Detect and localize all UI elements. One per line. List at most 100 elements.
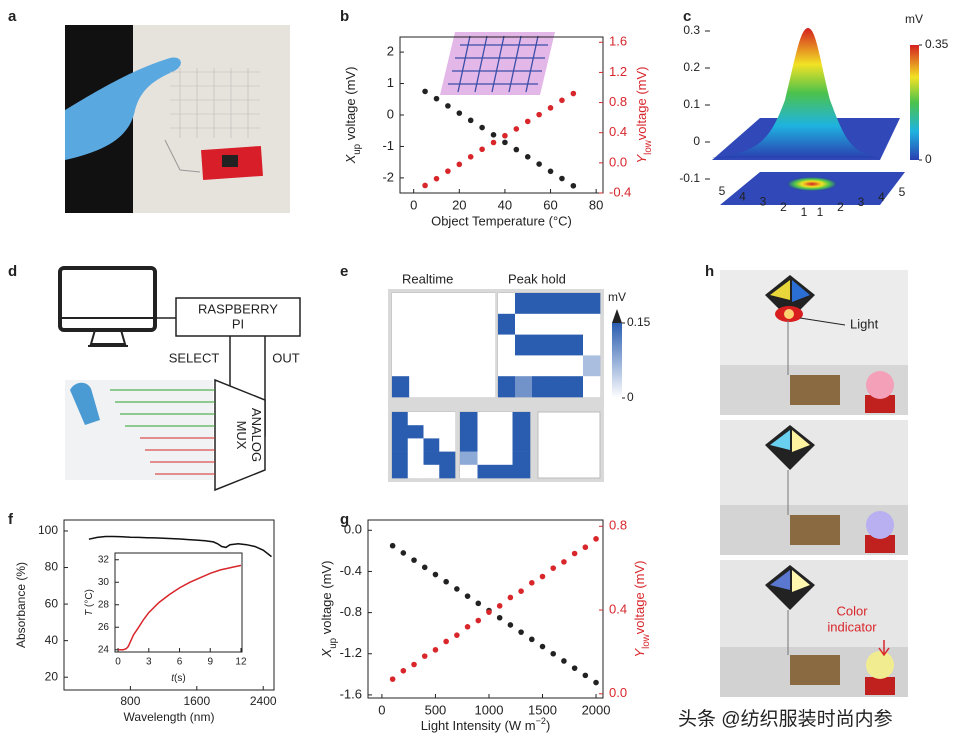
y2-tick-label: 0.4: [609, 601, 627, 616]
label-part: T: [84, 609, 95, 616]
y-tick-label: 24: [98, 644, 110, 655]
heatmap-cell: [407, 451, 424, 466]
z-tick-label: 0.2: [683, 60, 700, 74]
heatmap-cell: [512, 451, 531, 466]
heatmap-cell: [439, 412, 456, 426]
heatmap-cell: [495, 451, 513, 466]
heatmap-cell: [423, 425, 440, 439]
z-tick-label: 0.1: [683, 97, 700, 111]
x-axis-label: t(s): [171, 673, 185, 684]
data-point: [467, 154, 474, 160]
data-point: [445, 168, 451, 174]
z-tick-label: 0.3: [683, 23, 700, 37]
heatmap-cell: [409, 334, 427, 356]
data-point: [445, 103, 451, 109]
label-part: low: [643, 139, 654, 155]
colorbar-tick-label: 0.15: [627, 315, 651, 329]
indicator-label: indicator: [827, 619, 877, 634]
heatmap-cell: [392, 376, 410, 398]
data-point: [479, 124, 485, 131]
heatmap-cell: [407, 425, 424, 439]
data-point: [561, 658, 567, 664]
heatmap-cell: [566, 334, 584, 356]
data-point: [479, 146, 485, 153]
plot-frame: [114, 552, 243, 653]
y2-tick-label: 0.4: [609, 124, 627, 139]
x-tick-label: 0: [378, 702, 385, 717]
heatmap-cell: [392, 355, 410, 377]
data-point: [400, 667, 407, 674]
data-point: [561, 559, 567, 565]
data-point: [507, 594, 514, 601]
y2-tick-label: 0.8: [609, 518, 627, 533]
heatmap-cell: [426, 355, 444, 377]
heatmap-cell: [423, 438, 440, 452]
heatmap-cell: [549, 334, 567, 356]
x-tick-label: 1600: [183, 694, 210, 708]
heatmap-cell: [443, 313, 461, 335]
heatmap-cell: [477, 334, 496, 356]
x-axis-label: Light Intensity (W m−2): [421, 716, 551, 733]
heatmap-title: Realtime: [402, 271, 453, 286]
y-axis-label: T (°C): [84, 589, 95, 616]
x-tick-label: 4: [739, 189, 746, 203]
panel-label: h: [705, 263, 714, 280]
data-point: [464, 624, 471, 630]
heatmap-cell: [439, 425, 456, 439]
data-point: [443, 578, 449, 585]
data-point: [400, 550, 407, 556]
heatmap-cell: [460, 425, 478, 439]
colorbar: [612, 323, 622, 398]
y-tick-label: 2: [837, 200, 844, 214]
heatmap-cell: [392, 425, 409, 439]
data-point: [550, 565, 557, 571]
data-point: [518, 629, 524, 635]
data-point: [432, 571, 439, 578]
x-tick-label: 20: [452, 197, 466, 212]
panel-label: a: [8, 8, 17, 25]
y-tick-label: -0.8: [340, 604, 362, 619]
heatmap-cell: [409, 376, 427, 398]
x-tick-label: 6: [177, 657, 183, 668]
label-part: Y: [632, 648, 647, 658]
data-point: [559, 175, 565, 182]
mux-label: ANALOGMUX: [234, 408, 264, 462]
indicator-label: Color: [836, 603, 868, 618]
heatmap-cell: [549, 376, 567, 398]
heatmap-cell: [392, 451, 409, 466]
heatmap-cell: [426, 334, 444, 356]
y-tick-label: 1: [387, 75, 394, 90]
data-point: [582, 672, 589, 679]
heatmap-cell: [498, 376, 516, 398]
diagram-d: [58, 266, 301, 492]
heatmap-cell: [498, 293, 516, 315]
data-point: [513, 146, 520, 153]
x-tick-label: 2000: [582, 702, 611, 717]
heatmap-cell: [583, 313, 601, 335]
data-point: [507, 622, 514, 628]
heatmap-cell: [423, 464, 440, 479]
heatmap-cell: [583, 376, 601, 398]
x-tick-label: 3: [760, 195, 767, 209]
data-point: [421, 653, 428, 659]
y-tick-label: 32: [98, 554, 110, 565]
heatmap-cell: [443, 334, 461, 356]
data-point: [411, 557, 417, 563]
label-part: Y: [634, 154, 649, 164]
label-part: X: [319, 647, 334, 658]
heatmap-cell: [392, 464, 409, 479]
panel-label: d: [8, 263, 17, 280]
y2-tick-label: 1.6: [609, 34, 627, 49]
panel-label: c: [683, 8, 691, 25]
heatmap-cell: [515, 293, 533, 315]
x-tick-label: 5: [719, 184, 726, 198]
light-label: Light: [850, 316, 879, 331]
heatmap-cell: [443, 293, 461, 315]
colorbar-tick-label: 0.35: [925, 37, 949, 51]
label-part: (s): [174, 673, 186, 684]
mux-line: MUX: [234, 421, 249, 450]
x-tick-label: 1500: [528, 702, 557, 717]
y-axis-label: Xup voltage (mV): [319, 561, 339, 659]
heatmap-cell: [549, 313, 567, 335]
